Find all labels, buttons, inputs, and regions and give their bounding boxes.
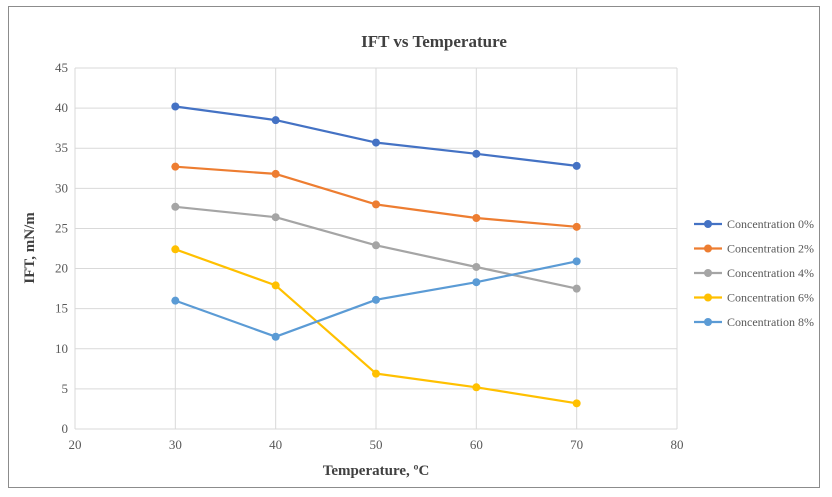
- legend-swatch-marker: [704, 220, 712, 228]
- y-tick-label: 20: [55, 261, 68, 276]
- x-tick-label: 20: [69, 437, 82, 452]
- chart-title: IFT vs Temperature: [361, 32, 507, 51]
- legend-entry-label: Concentration 4%: [727, 266, 814, 280]
- data-point: [472, 383, 481, 392]
- y-tick-label: 0: [62, 421, 69, 436]
- data-point: [572, 284, 581, 293]
- y-tick-label: 10: [55, 341, 68, 356]
- legend-entry-label: Concentration 6%: [727, 291, 814, 305]
- data-point: [271, 169, 280, 178]
- y-axis-label: IFT, mN/m: [22, 212, 38, 284]
- data-point: [271, 332, 280, 341]
- y-tick-label: 5: [62, 381, 69, 396]
- data-point: [572, 257, 581, 266]
- y-tick-label: 30: [55, 180, 68, 195]
- legend-swatch-marker: [704, 269, 712, 277]
- data-point: [271, 281, 280, 290]
- data-point: [472, 278, 481, 287]
- x-tick-label: 50: [370, 437, 383, 452]
- data-point: [171, 162, 180, 171]
- y-tick-label: 40: [55, 100, 68, 115]
- data-point: [171, 202, 180, 211]
- legend-swatch-marker: [704, 293, 712, 302]
- data-point: [472, 262, 481, 271]
- y-axis-ticks: 0 5 10 15 20 25 30 35 40 45: [55, 60, 68, 436]
- legend-swatch-marker: [704, 318, 712, 326]
- y-tick-label: 45: [55, 60, 68, 75]
- data-point: [171, 245, 180, 254]
- chart-frame: [8, 6, 820, 488]
- x-tick-label: 60: [470, 437, 483, 452]
- data-point: [372, 295, 380, 304]
- x-tick-label: 80: [671, 437, 684, 452]
- legend-entry-label: Concentration 8%: [727, 315, 814, 329]
- data-point: [572, 399, 581, 408]
- legend-swatch-marker: [704, 244, 712, 253]
- x-tick-label: 70: [570, 437, 583, 452]
- x-tick-label: 40: [269, 437, 282, 452]
- data-point: [372, 200, 380, 209]
- legend-entry-label: Concentration 2%: [727, 242, 814, 256]
- data-point: [372, 241, 380, 250]
- data-point: [472, 149, 481, 158]
- data-point: [572, 161, 581, 170]
- y-tick-label: 35: [55, 140, 68, 155]
- y-tick-label: 15: [55, 301, 68, 316]
- data-point: [372, 138, 380, 147]
- x-tick-label: 30: [169, 437, 182, 452]
- data-point: [171, 102, 180, 111]
- data-point: [271, 213, 280, 222]
- data-point: [171, 296, 180, 305]
- series-group: [171, 102, 581, 408]
- x-axis-ticks: 20 30 40 50 60 70 80: [69, 437, 684, 452]
- legend-entry-label: Concentration 0%: [727, 217, 814, 231]
- y-tick-label: 25: [55, 220, 68, 235]
- data-point: [472, 214, 481, 223]
- data-point: [271, 116, 280, 125]
- legend: Concentration 0% Concentration 2% Concentr…: [694, 217, 814, 329]
- x-axis-label: Temperature, ºC: [323, 463, 430, 479]
- data-point: [372, 369, 380, 378]
- data-point: [572, 222, 581, 231]
